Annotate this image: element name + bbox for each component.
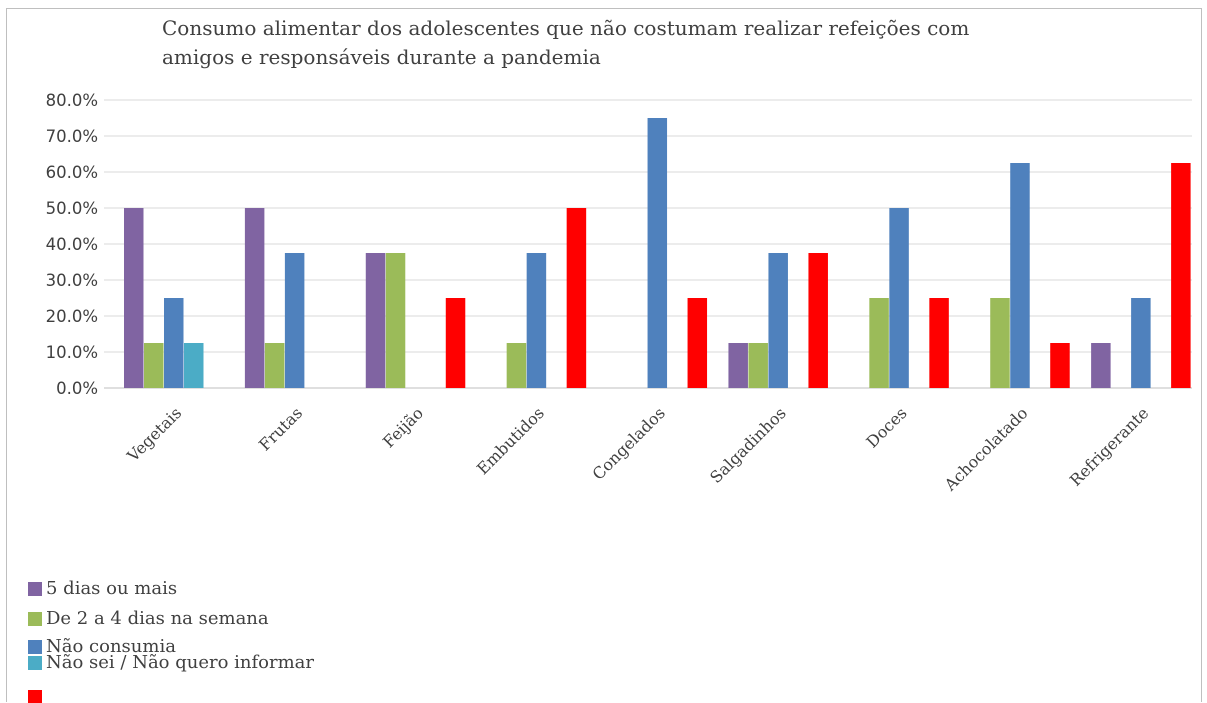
y-tick-label: 20.0%	[46, 307, 98, 326]
bar	[264, 343, 285, 388]
bar	[1010, 163, 1030, 388]
category-label: Embutidos	[473, 403, 548, 478]
legend-label: Não consumia	[46, 636, 176, 657]
y-tick-label: 70.0%	[46, 127, 98, 146]
category-label: Salgadinhos	[706, 403, 790, 487]
bar	[687, 298, 708, 388]
bar	[768, 253, 788, 388]
bar	[929, 298, 949, 388]
chart-title-line-1: Consumo alimentar dos adolescentes que n…	[162, 16, 970, 40]
bar	[284, 253, 305, 388]
legend-label: 5 dias ou mais	[46, 578, 178, 599]
bar	[889, 208, 909, 388]
category-label: Vegetais	[123, 403, 186, 466]
bar	[869, 298, 889, 388]
bar	[990, 298, 1010, 388]
y-tick-label: 40.0%	[46, 235, 98, 254]
bar	[506, 343, 527, 388]
bar	[647, 118, 668, 388]
bar	[184, 343, 204, 388]
bar	[365, 253, 386, 388]
bar	[1171, 163, 1191, 388]
bar	[748, 343, 768, 388]
category-label: Doces	[862, 403, 910, 451]
legend-swatch	[28, 582, 42, 596]
bar	[566, 208, 587, 388]
bar	[244, 208, 265, 388]
bar	[1050, 343, 1070, 388]
legend-swatch	[28, 640, 42, 654]
bar	[445, 298, 466, 388]
bar	[144, 343, 164, 388]
bar	[808, 253, 828, 388]
bar	[1131, 298, 1151, 388]
bar	[728, 343, 748, 388]
y-tick-label: 30.0%	[46, 271, 98, 290]
y-tick-label: 60.0%	[46, 163, 98, 182]
y-tick-label: 50.0%	[46, 199, 98, 218]
legend-label: Não sei / Não quero informar	[46, 652, 315, 673]
legend-swatch	[28, 656, 42, 670]
bar	[124, 208, 144, 388]
y-tick-label: 10.0%	[46, 343, 98, 362]
y-tick-label: 80.0%	[46, 91, 98, 110]
legend-label: De 2 a 4 dias na semana	[46, 608, 269, 629]
legend-swatch	[28, 612, 42, 626]
legend-swatch	[28, 690, 42, 703]
y-tick-label: 0.0%	[56, 379, 98, 398]
chart-frame	[6, 8, 1202, 702]
bar	[164, 298, 184, 388]
category-label: Feijão	[379, 403, 427, 451]
chart-title-line-2: amigos e responsáveis durante a pandemia	[162, 45, 601, 69]
category-label: Congelados	[588, 403, 668, 483]
bar	[1091, 343, 1111, 388]
category-label: Refrigerante	[1066, 403, 1152, 489]
category-label: Frutas	[255, 403, 306, 454]
category-label: Achocolatado	[940, 403, 1032, 495]
chart-title: Consumo alimentar dos adolescentes que n…	[162, 14, 1122, 72]
bar	[385, 253, 406, 388]
bar	[526, 253, 547, 388]
